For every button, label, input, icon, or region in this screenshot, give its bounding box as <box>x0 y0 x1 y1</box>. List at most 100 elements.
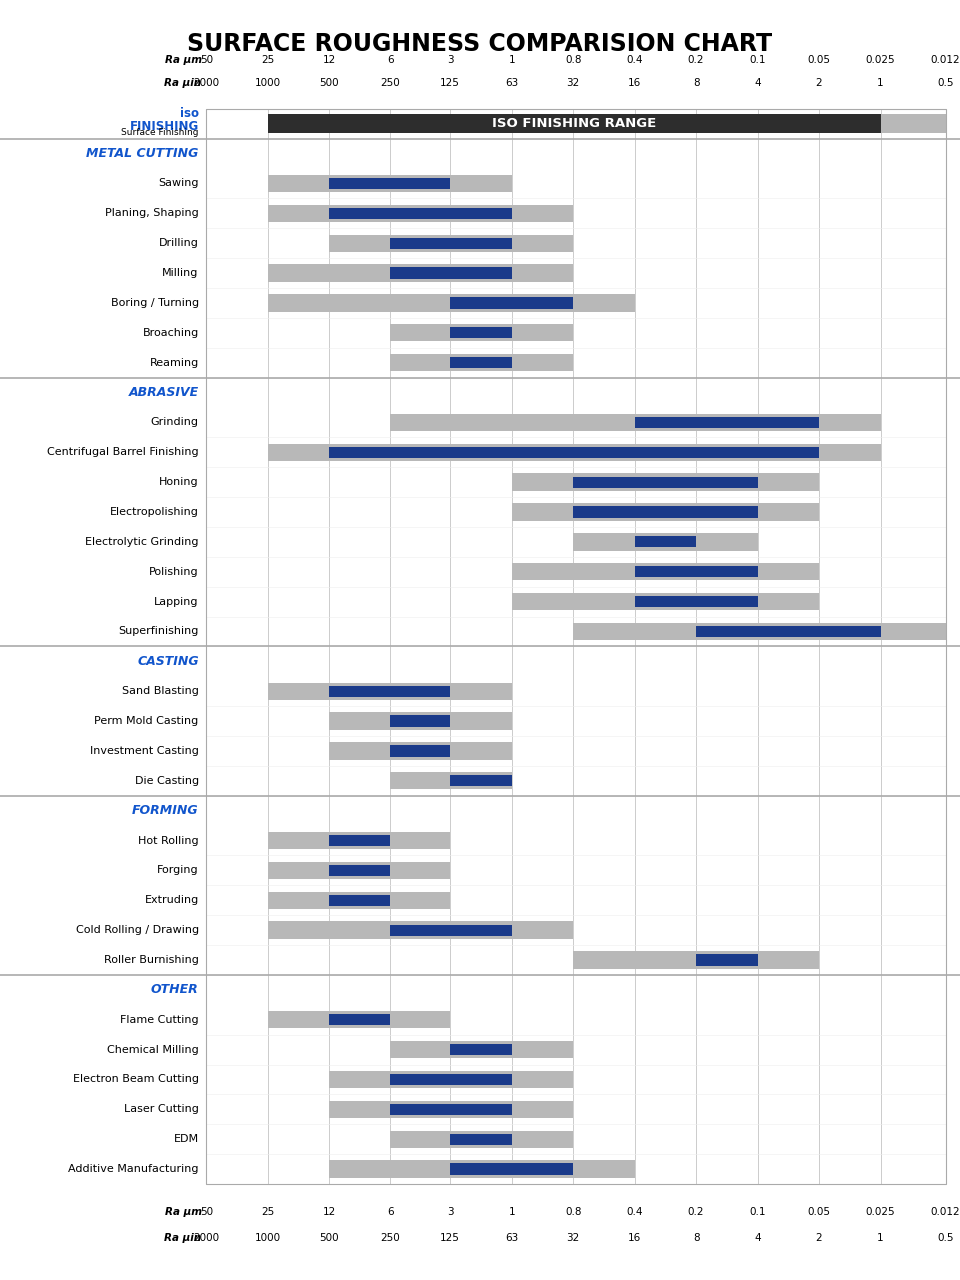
Text: 0.5: 0.5 <box>937 1233 954 1243</box>
Bar <box>390 924 512 936</box>
Bar <box>635 417 819 428</box>
Text: 2000: 2000 <box>193 1233 220 1243</box>
Text: Die Casting: Die Casting <box>134 776 199 786</box>
Bar <box>329 1014 390 1025</box>
Text: 0.05: 0.05 <box>807 1207 830 1217</box>
Text: 0.2: 0.2 <box>687 1207 705 1217</box>
Text: 0.4: 0.4 <box>626 55 643 65</box>
Bar <box>268 444 880 461</box>
Bar <box>390 716 450 727</box>
Bar <box>390 324 573 342</box>
Text: iso
FINISHING: iso FINISHING <box>130 108 199 133</box>
Text: Boring / Turning: Boring / Turning <box>110 298 199 308</box>
Bar <box>206 109 946 1184</box>
Text: Additive Manufacturing: Additive Manufacturing <box>68 1164 199 1174</box>
Text: Roller Burnishing: Roller Burnishing <box>104 955 199 965</box>
Bar <box>450 297 573 308</box>
Text: 6: 6 <box>387 1207 394 1217</box>
Text: Flame Cutting: Flame Cutting <box>120 1015 199 1025</box>
Text: 16: 16 <box>628 78 641 88</box>
Text: 0.4: 0.4 <box>626 1207 643 1217</box>
Text: 25: 25 <box>261 1207 275 1217</box>
Text: Electron Beam Cutting: Electron Beam Cutting <box>73 1074 199 1084</box>
Bar <box>573 476 757 488</box>
Text: Cold Rolling / Drawing: Cold Rolling / Drawing <box>76 925 199 936</box>
Bar <box>450 1044 512 1055</box>
Text: 0.025: 0.025 <box>866 55 896 65</box>
Text: Polishing: Polishing <box>149 567 199 577</box>
Text: 0.8: 0.8 <box>564 55 582 65</box>
Text: CASTING: CASTING <box>137 655 199 668</box>
Text: Sawing: Sawing <box>158 178 199 188</box>
Bar <box>512 474 819 490</box>
Text: 4: 4 <box>755 78 761 88</box>
Text: Hot Rolling: Hot Rolling <box>138 836 199 846</box>
Text: 2: 2 <box>816 78 823 88</box>
Text: Electrolytic Grinding: Electrolytic Grinding <box>85 536 199 547</box>
Text: 0.012: 0.012 <box>931 1207 960 1217</box>
Text: 8: 8 <box>693 78 700 88</box>
Bar <box>329 1071 573 1088</box>
Text: Broaching: Broaching <box>142 328 199 338</box>
Bar <box>450 357 512 369</box>
Bar <box>450 776 512 786</box>
Text: Electropolishing: Electropolishing <box>109 507 199 517</box>
Text: 1: 1 <box>877 1233 884 1243</box>
Bar <box>268 114 946 133</box>
Bar <box>635 596 757 607</box>
Text: Chemical Milling: Chemical Milling <box>107 1044 199 1055</box>
Bar <box>390 1130 573 1148</box>
Text: Ra µin: Ra µin <box>164 78 202 88</box>
Text: EDM: EDM <box>174 1134 199 1144</box>
Text: Centrifugal Barrel Finishing: Centrifugal Barrel Finishing <box>47 447 199 457</box>
Text: SURFACE ROUGHNESS COMPARISION CHART: SURFACE ROUGHNESS COMPARISION CHART <box>187 32 773 56</box>
Bar <box>512 563 819 580</box>
Text: Superfinishing: Superfinishing <box>118 626 199 636</box>
Bar <box>268 294 635 311</box>
Bar <box>329 713 512 730</box>
Bar <box>329 178 450 189</box>
Text: 3: 3 <box>446 1207 453 1217</box>
Text: 1000: 1000 <box>254 78 281 88</box>
Bar <box>329 865 390 876</box>
Bar <box>635 536 696 548</box>
Text: Honing: Honing <box>159 477 199 488</box>
Text: Planing, Shaping: Planing, Shaping <box>105 209 199 219</box>
Text: Ra µm: Ra µm <box>164 1207 202 1217</box>
Text: 2000: 2000 <box>193 78 220 88</box>
Bar <box>329 1101 573 1117</box>
Text: 1000: 1000 <box>254 1233 281 1243</box>
Text: Surface Finishing: Surface Finishing <box>121 128 199 137</box>
Text: 12: 12 <box>323 55 336 65</box>
Text: 4: 4 <box>755 1233 761 1243</box>
Text: Grinding: Grinding <box>151 417 199 428</box>
Text: 1: 1 <box>877 78 884 88</box>
Bar <box>268 175 512 192</box>
Bar <box>268 114 880 133</box>
Text: OTHER: OTHER <box>151 983 199 996</box>
Bar <box>512 593 819 611</box>
Text: 125: 125 <box>441 1233 460 1243</box>
Text: METAL CUTTING: METAL CUTTING <box>86 147 199 160</box>
Text: Extruding: Extruding <box>144 895 199 905</box>
Text: 50: 50 <box>200 55 213 65</box>
Text: ABRASIVE: ABRASIVE <box>129 387 199 399</box>
Bar <box>512 503 819 521</box>
Bar <box>329 234 573 252</box>
Text: 8: 8 <box>693 1233 700 1243</box>
Text: Laser Cutting: Laser Cutting <box>124 1105 199 1115</box>
Bar <box>573 623 946 640</box>
Bar <box>635 566 757 577</box>
Bar <box>268 922 573 938</box>
Bar <box>329 207 512 219</box>
Bar <box>390 772 512 790</box>
Text: 16: 16 <box>628 1233 641 1243</box>
Bar <box>390 1074 512 1085</box>
Bar <box>329 447 819 458</box>
Bar <box>268 892 450 909</box>
Text: 1: 1 <box>509 55 515 65</box>
Text: Ra µin: Ra µin <box>164 1233 202 1243</box>
Bar <box>390 238 512 248</box>
Text: FORMING: FORMING <box>132 804 199 817</box>
Bar <box>268 832 450 849</box>
